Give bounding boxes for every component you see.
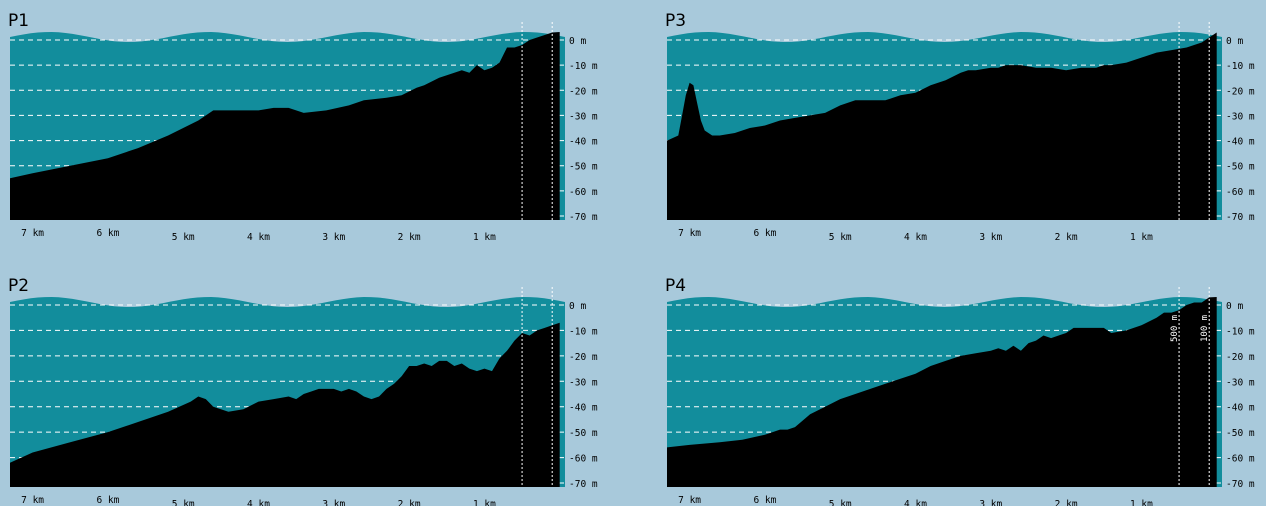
y-tick-label: -50 m [569, 162, 598, 173]
y-tick-label: -30 m [1226, 377, 1255, 388]
x-tick-label: 5 km [829, 232, 852, 243]
x-tick-label: 1 km [1130, 499, 1153, 506]
x-tick-label: 1 km [1130, 232, 1153, 243]
y-tick-label: -60 m [1226, 454, 1255, 465]
y-tick-label: -70 m [1226, 479, 1255, 490]
y-tick-label: -40 m [569, 403, 598, 414]
panel-title: P1 [8, 11, 29, 31]
seabed-profile [10, 322, 560, 487]
x-tick-label: 3 km [322, 499, 345, 506]
x-tick-label: 5 km [172, 499, 195, 506]
seabed-profile [667, 32, 1217, 220]
y-tick-label: -70 m [569, 212, 598, 223]
x-tick-label: 4 km [247, 232, 270, 243]
y-tick-label: -20 m [569, 86, 598, 97]
y-tick-label: -20 m [1226, 352, 1255, 363]
x-tick-label: 3 km [979, 232, 1002, 243]
y-tick-label: -70 m [569, 479, 598, 490]
panel-title: P2 [8, 276, 29, 296]
distance-marker-label: 500 m [1170, 315, 1180, 342]
panel-title: P4 [665, 276, 686, 296]
x-tick-label: 1 km [473, 499, 496, 506]
x-tick-label: 2 km [1055, 232, 1078, 243]
y-tick-label: 0 m [1226, 301, 1243, 312]
y-tick-label: -40 m [1226, 137, 1255, 148]
y-tick-label: -10 m [1226, 61, 1255, 72]
y-tick-label: 0 m [569, 301, 586, 312]
panel-p1: P1 7 km 6 km 5 km 4 km 3 km 2 km 1 km 0 m -10 m -2… [8, 11, 598, 243]
y-tick-label: -60 m [1226, 187, 1255, 198]
y-tick-label: -50 m [1226, 162, 1255, 173]
x-tick-label: 5 km [172, 232, 195, 243]
x-tick-label: 4 km [904, 499, 927, 506]
panel-p3: P3 7 km 6 km 5 km 4 km 3 km 2 km 1 km 0 m -10 m -2… [665, 11, 1255, 243]
panel-title: P3 [665, 11, 686, 31]
distance-marker-label: 100 m [1200, 315, 1210, 342]
x-tick-label: 2 km [1055, 499, 1078, 506]
y-tick-label: -60 m [569, 454, 598, 465]
x-tick-label: 6 km [96, 228, 119, 239]
x-tick-label: 5 km [829, 499, 852, 506]
y-tick-label: -10 m [569, 326, 598, 337]
y-tick-label: -50 m [1226, 428, 1255, 439]
panel-p2: P2 7 km 6 km 5 km 4 km 3 km 2 km 1 km 0 m -10 m -2… [8, 276, 598, 506]
y-tick-label: -30 m [569, 111, 598, 122]
x-tick-label: 2 km [398, 499, 421, 506]
x-tick-label: 2 km [398, 232, 421, 243]
y-tick-label: 0 m [1226, 36, 1243, 47]
x-tick-label: 6 km [753, 228, 776, 239]
y-tick-label: -50 m [569, 428, 598, 439]
y-tick-label: -70 m [1226, 212, 1255, 223]
y-tick-label: 0 m [569, 36, 586, 47]
x-tick-label: 4 km [904, 232, 927, 243]
x-tick-label: 7 km [678, 495, 701, 506]
seabed-profile [667, 297, 1217, 487]
x-tick-label: 6 km [96, 495, 119, 506]
y-tick-label: -40 m [569, 137, 598, 148]
y-tick-label: -60 m [569, 187, 598, 198]
x-tick-label: 3 km [979, 499, 1002, 506]
x-tick-label: 1 km [473, 232, 496, 243]
seabed-profile [10, 32, 560, 220]
y-tick-label: -30 m [569, 377, 598, 388]
y-tick-label: -30 m [1226, 111, 1255, 122]
y-tick-label: -40 m [1226, 403, 1255, 414]
x-tick-label: 4 km [247, 499, 270, 506]
panel-p4: P4 500 m 100 m 7 km 6 km 5 km 4 km 3 km 2 km 1 km… [665, 276, 1255, 506]
y-tick-label: -10 m [569, 61, 598, 72]
x-tick-label: 7 km [21, 228, 44, 239]
x-tick-label: 7 km [21, 495, 44, 506]
x-tick-label: 6 km [753, 495, 776, 506]
y-tick-label: -20 m [569, 352, 598, 363]
y-tick-label: -10 m [1226, 326, 1255, 337]
x-tick-label: 3 km [322, 232, 345, 243]
y-tick-label: -20 m [1226, 86, 1255, 97]
x-tick-label: 7 km [678, 228, 701, 239]
